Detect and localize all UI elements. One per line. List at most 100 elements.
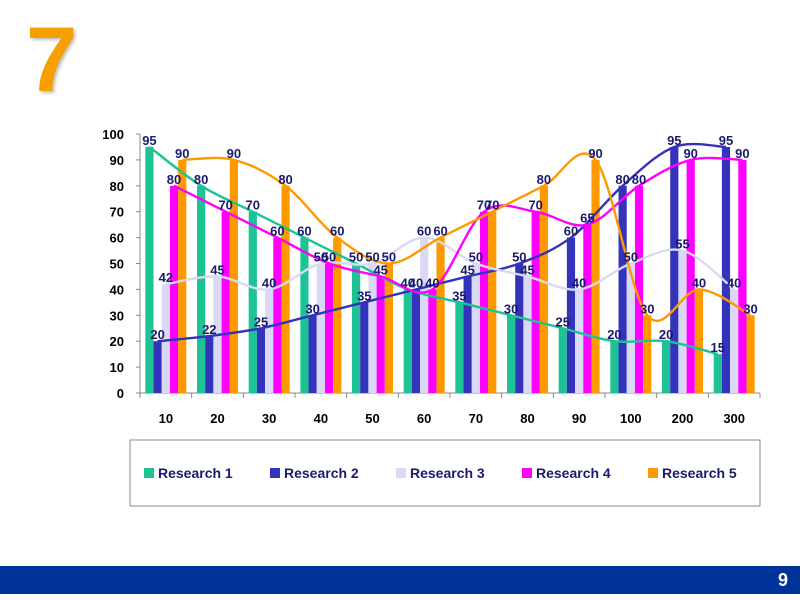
bar-research-5 (591, 159, 600, 393)
bar-research-4 (273, 237, 282, 393)
data-label: 45 (373, 262, 387, 277)
y-tick-label: 90 (110, 153, 124, 168)
data-label: 25 (254, 314, 268, 329)
data-label: 80 (632, 172, 646, 187)
bar-research-3 (730, 289, 739, 393)
bar-research-5 (488, 211, 497, 393)
bar-research-5 (746, 315, 755, 393)
y-tick-label: 0 (117, 386, 124, 401)
bar-research-1 (197, 185, 206, 393)
bar-research-5 (229, 159, 238, 393)
bar-research-1 (713, 354, 722, 393)
bar-research-5 (281, 185, 290, 393)
bar-research-1 (300, 237, 309, 393)
data-label: 60 (297, 224, 311, 239)
legend-label: Research 2 (284, 465, 359, 481)
data-label: 40 (262, 275, 276, 290)
x-tick-label: 90 (572, 411, 586, 426)
data-label: 95 (667, 133, 681, 148)
y-tick-label: 80 (110, 179, 124, 194)
data-label: 15 (711, 340, 725, 355)
bar-research-3 (265, 289, 274, 393)
bar-research-3 (368, 263, 377, 393)
data-label: 60 (417, 224, 431, 239)
legend-label: Research 1 (158, 465, 233, 481)
data-label: 95 (719, 133, 733, 148)
bar-research-4 (376, 276, 385, 393)
slide-heading-number: 7 (26, 9, 78, 111)
bar-research-5 (539, 185, 548, 393)
x-tick-label: 20 (210, 411, 224, 426)
x-tick-label: 30 (262, 411, 276, 426)
data-label: 90 (588, 146, 602, 161)
data-label: 70 (246, 198, 260, 213)
data-label: 20 (659, 327, 673, 342)
x-tick-label: 60 (417, 411, 431, 426)
bar-research-3 (420, 237, 429, 393)
data-label: 95 (142, 133, 156, 148)
bar-research-2 (205, 336, 214, 393)
bar-research-2 (153, 341, 162, 393)
page-number: 9 (777, 570, 788, 590)
data-label: 40 (409, 275, 423, 290)
data-label: 55 (675, 237, 689, 252)
bar-research-2 (670, 146, 679, 393)
data-label: 40 (401, 275, 415, 290)
bar-research-3 (161, 284, 170, 393)
data-label: 45 (210, 262, 224, 277)
y-tick-label: 70 (110, 205, 124, 220)
x-tick-label: 100 (620, 411, 642, 426)
bar-research-5 (333, 237, 342, 393)
data-label: 20 (150, 327, 164, 342)
bar-research-4 (221, 211, 230, 393)
data-label: 30 (305, 301, 319, 316)
bar-research-1 (352, 263, 361, 393)
data-label: 80 (537, 172, 551, 187)
bar-research-5 (694, 289, 703, 393)
data-label: 65 (580, 211, 594, 226)
data-label: 60 (433, 224, 447, 239)
line-research-1 (148, 145, 719, 356)
bar-research-2 (721, 146, 731, 393)
bar-research-3 (626, 263, 635, 393)
bar-research-2 (566, 237, 576, 393)
data-label: 80 (278, 172, 292, 187)
data-label: 40 (727, 275, 741, 290)
data-label: 80 (167, 172, 181, 187)
bar-research-4 (479, 211, 489, 393)
data-label: 70 (528, 198, 542, 213)
data-label: 90 (175, 146, 189, 161)
data-label: 20 (607, 327, 621, 342)
data-label: 50 (322, 250, 336, 265)
bar-research-5 (436, 237, 445, 393)
bar-research-2 (515, 263, 524, 393)
line-research-4 (173, 156, 743, 294)
y-tick-label: 10 (110, 360, 124, 375)
y-tick-label: 40 (110, 282, 124, 297)
bar-research-5 (178, 159, 187, 393)
data-label: 80 (615, 172, 629, 187)
bar-research-1 (248, 211, 257, 393)
footer-bar: 9 (0, 566, 800, 594)
data-label: 40 (572, 275, 586, 290)
bar-research-1 (455, 302, 464, 393)
data-label: 80 (194, 172, 208, 187)
bar-research-4 (531, 211, 540, 393)
legend-label: Research 5 (662, 465, 737, 481)
line-research-2 (157, 142, 727, 343)
bar-research-5 (643, 315, 652, 393)
legend-swatch (522, 468, 532, 478)
data-label: 45 (460, 262, 474, 277)
y-tick-label: 60 (110, 231, 124, 246)
line-research-5 (182, 152, 752, 323)
y-tick-label: 20 (110, 334, 124, 349)
bar-research-3 (523, 276, 532, 393)
bar-research-3 (471, 263, 480, 393)
bar-research-4 (738, 159, 747, 393)
bar-research-3 (575, 289, 584, 393)
data-label: 22 (202, 322, 216, 337)
bar-research-1 (558, 328, 567, 393)
bar-research-4 (169, 185, 179, 393)
data-label: 35 (452, 288, 466, 303)
y-tick-label: 30 (110, 308, 124, 323)
